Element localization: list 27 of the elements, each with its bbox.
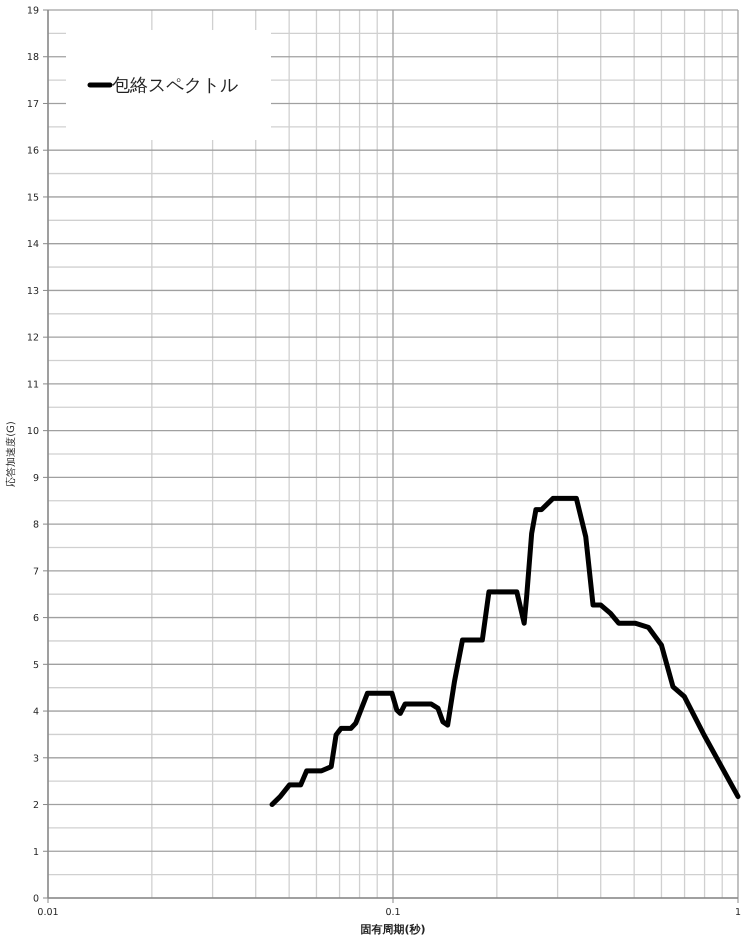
y-tick-label: 12 xyxy=(26,332,39,344)
legend: 包絡スペクトル xyxy=(66,30,271,140)
y-tick-label: 8 xyxy=(32,520,39,531)
x-tick-label: 1 xyxy=(734,907,742,918)
y-tick-label: 0 xyxy=(32,894,39,904)
y-tick-label: 11 xyxy=(26,379,39,390)
y-tick-label: 10 xyxy=(26,426,39,438)
y-tick-label: 6 xyxy=(32,613,39,624)
y-tick-label: 13 xyxy=(26,286,39,297)
y-tick-label: 15 xyxy=(26,192,39,204)
y-axis-title: 応答加速度(G) xyxy=(5,421,17,487)
y-tick-label: 2 xyxy=(32,800,39,812)
x-axis-title: 固有周期(秒) xyxy=(360,923,426,936)
y-tick-label: 19 xyxy=(26,6,39,16)
y-tick-label: 9 xyxy=(32,472,39,484)
y-tick-label: 18 xyxy=(26,52,39,64)
y-tick-label: 5 xyxy=(32,660,39,671)
y-tick-label: 14 xyxy=(26,239,39,250)
x-tick-label: 0.01 xyxy=(37,907,59,918)
y-tick-label: 16 xyxy=(26,146,39,157)
y-tick-label: 3 xyxy=(32,753,39,764)
x-tick-label: 0.1 xyxy=(385,907,401,918)
y-tick-label: 7 xyxy=(32,566,39,578)
y-tick-label: 1 xyxy=(32,846,39,858)
legend-label: 包絡スペクトル xyxy=(112,75,238,96)
y-tick-label: 4 xyxy=(32,706,39,718)
y-tick-label: 17 xyxy=(26,98,39,110)
